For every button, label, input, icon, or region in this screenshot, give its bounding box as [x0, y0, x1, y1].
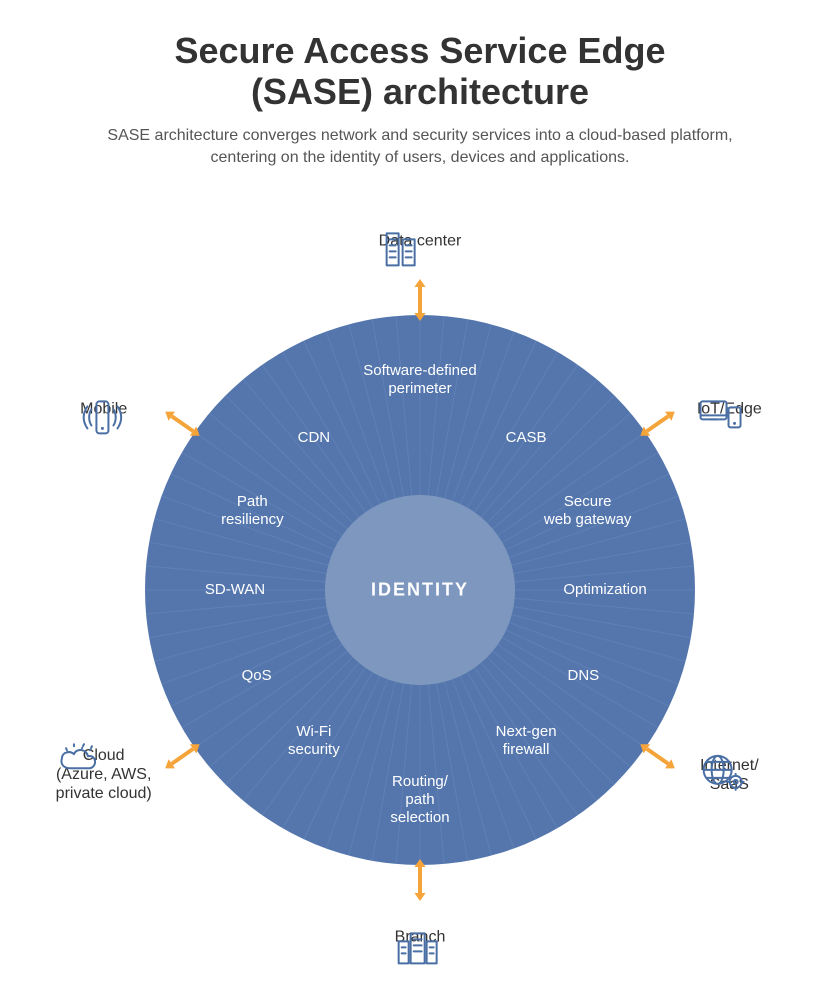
outer-item: Data center [379, 227, 462, 250]
ring-label: QoS [242, 667, 272, 685]
ring-label: Path resiliency [221, 493, 284, 529]
ring-label: CASB [506, 429, 547, 447]
ring-label: Routing/ path selection [390, 773, 449, 827]
outer-item: Mobile [80, 395, 127, 418]
sase-diagram: IDENTITY Software-defined perimeter CASB Se… [40, 190, 800, 950]
ring-label: Secure web gateway [544, 493, 632, 529]
outer-item: Branch [395, 927, 446, 950]
center-label: IDENTITY [371, 579, 469, 600]
title-line-2: (SASE) architecture [251, 71, 589, 112]
page-title: Secure Access Service Edge (SASE) archit… [40, 30, 800, 113]
ring-label: Optimization [563, 581, 646, 599]
page-subtitle: SASE architecture converges network and … [80, 125, 760, 170]
diagram-svg [40, 190, 800, 950]
outer-item: Cloud (Azure, AWS, private cloud) [56, 742, 152, 804]
ring-label: Software-defined perimeter [363, 362, 476, 398]
ring-label: CDN [298, 429, 331, 447]
ring-label: Next-gen firewall [496, 723, 557, 759]
title-line-1: Secure Access Service Edge [175, 30, 666, 71]
outer-item: IoT/Edge [697, 395, 762, 418]
outer-item: Internet/ SaaS [700, 751, 759, 793]
ring-label: Wi-Fi security [288, 723, 340, 759]
ring-label: SD-WAN [205, 581, 265, 599]
ring-label: DNS [568, 667, 600, 685]
